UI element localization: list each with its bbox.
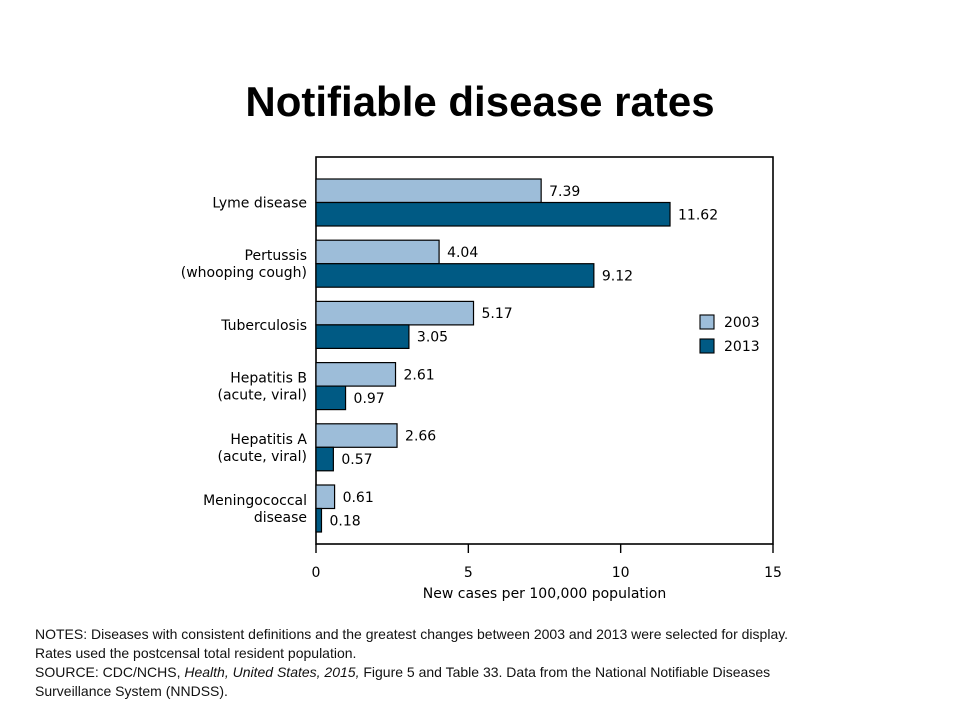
bar-2013 [315,324,410,349]
category-label: Pertussis [245,248,307,264]
bar-2003 [315,423,398,448]
legend-swatch-2013 [699,338,715,354]
x-tick-label: 15 [764,565,782,581]
chart-title: Notifiable disease rates [245,78,715,125]
data-label: 2.66 [405,429,436,445]
legend-swatch-2003 [699,314,715,330]
category-label: (acute, viral) [218,388,307,404]
bar-2003 [315,484,336,510]
data-label: 0.18 [329,513,360,529]
bar-2003 [315,362,397,387]
category-label: (acute, viral) [218,449,307,465]
data-label: 2.61 [404,367,435,383]
data-label: 11.62 [678,207,718,223]
legend-label: 2003 [724,315,760,331]
bar-2013 [315,507,323,533]
notes-line: NOTES: Diseases with consistent definiti… [35,626,789,642]
category-label: Tuberculosis [220,318,307,334]
plot-frame [315,156,774,545]
category-label: Lyme disease [212,196,307,212]
source-line-2: Surveillance System (NNDSS). [35,683,228,699]
bar-2003 [315,178,542,204]
bar-2003 [315,239,440,265]
legend-label: 2013 [724,339,760,355]
data-label: 7.39 [549,184,580,200]
chart-notes: NOTES: Diseases with consistent definiti… [35,625,935,701]
bar-2013 [315,201,671,227]
source-suffix: Figure 5 and Table 33. Data from the Nat… [359,664,771,680]
data-label: 5.17 [482,306,513,322]
category-label: Hepatitis B [230,371,307,387]
data-label: 4.04 [447,245,478,261]
source-title: Health, United States, 2015, [184,664,360,680]
data-label: 0.61 [343,490,374,506]
bar-2013 [315,263,595,288]
x-tick-label: 0 [312,565,321,581]
data-label: 9.12 [602,268,633,284]
source-line: SOURCE: CDC/NCHS, Health, United States,… [35,663,935,682]
data-label: 0.57 [341,452,372,468]
x-axis-label: New cases per 100,000 population [423,586,666,602]
category-label: Hepatitis A [230,432,307,448]
bar-2003 [315,300,475,326]
data-label: 3.05 [417,330,448,346]
category-label: Meningococcal [203,493,307,509]
source-prefix: SOURCE: CDC/NCHS, [35,664,185,680]
bar-2013 [315,385,347,411]
x-tick-label: 5 [464,565,473,581]
x-tick-label: 10 [612,565,630,581]
category-label: disease [254,510,307,526]
notes-line: Rates used the postcensal total resident… [35,645,357,661]
data-label: 0.97 [354,391,385,407]
category-label: (whooping cough) [181,265,307,281]
bar-2013 [315,446,334,472]
